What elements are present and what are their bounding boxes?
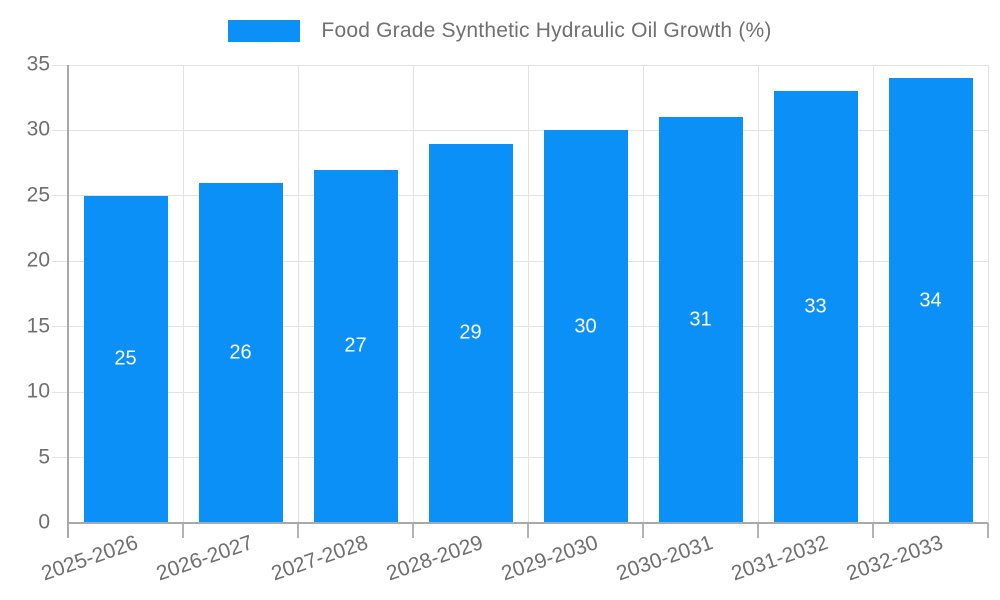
x-axis-tick-label: 2031-2032 [728, 531, 831, 586]
bar-value-label: 30 [574, 315, 597, 338]
x-axis-tick [642, 523, 644, 538]
gridline-vertical [872, 65, 874, 523]
legend-swatch [228, 20, 301, 42]
bar[interactable] [658, 117, 743, 523]
gridline-vertical [642, 65, 644, 523]
bar-value-label: 34 [919, 289, 942, 312]
bar[interactable] [313, 169, 398, 523]
y-axis-tick-label: 35 [26, 52, 50, 76]
gridline-horizontal [52, 260, 988, 262]
bar[interactable] [773, 91, 858, 523]
gridline-horizontal [52, 195, 988, 197]
y-axis-tick-label: 30 [26, 117, 50, 141]
bar[interactable] [428, 143, 513, 523]
x-axis-tick-label: 2030-2031 [613, 531, 716, 586]
y-axis-tick-label: 10 [26, 379, 50, 403]
x-axis-line [68, 522, 988, 524]
bar[interactable] [543, 130, 628, 523]
bar[interactable] [198, 182, 283, 523]
legend-series-label: Food Grade Synthetic Hydraulic Oil Growt… [321, 19, 772, 42]
gridline-vertical [987, 65, 989, 523]
gridline-vertical [297, 65, 299, 523]
gridline-horizontal [52, 129, 988, 131]
bar-value-label: 31 [689, 308, 712, 331]
x-axis-tick [297, 523, 299, 538]
x-axis-tick [527, 523, 529, 538]
x-axis-tick-label: 2025-2026 [38, 531, 141, 586]
gridline-vertical [182, 65, 184, 523]
bar-value-label: 33 [804, 295, 827, 318]
x-axis-tick-label: 2032-2033 [843, 531, 946, 586]
gridline-horizontal [52, 326, 988, 328]
y-axis-line [67, 65, 69, 538]
bar-value-label: 29 [459, 321, 482, 344]
bar-value-label: 25 [114, 347, 137, 370]
gridline-vertical [757, 65, 759, 523]
x-axis-tick [412, 523, 414, 538]
gridline-vertical [527, 65, 529, 523]
x-axis-tick-label: 2027-2028 [268, 531, 371, 586]
x-axis-tick-label: 2028-2029 [383, 531, 486, 586]
x-axis-tick [987, 523, 989, 538]
y-axis-tick-label: 25 [26, 183, 50, 207]
gridline-vertical [412, 65, 414, 523]
legend[interactable]: Food Grade Synthetic Hydraulic Oil Growt… [0, 19, 1000, 43]
bar[interactable] [83, 195, 168, 523]
y-axis-tick-label: 15 [26, 314, 50, 338]
gridline-horizontal [52, 391, 988, 393]
x-axis-tick [872, 523, 874, 538]
x-axis-tick [182, 523, 184, 538]
gridline-horizontal [52, 457, 988, 459]
y-axis-tick-label: 0 [38, 510, 50, 534]
bar-value-label: 27 [344, 334, 367, 357]
x-axis-tick [757, 523, 759, 538]
y-axis-tick-label: 20 [26, 248, 50, 272]
y-axis-tick-label: 5 [38, 445, 50, 469]
bar[interactable] [888, 78, 973, 523]
bar-value-label: 26 [229, 341, 252, 364]
x-axis-tick-label: 2026-2027 [153, 531, 256, 586]
gridline-horizontal [52, 64, 988, 66]
x-axis-tick-label: 2029-2030 [498, 531, 601, 586]
